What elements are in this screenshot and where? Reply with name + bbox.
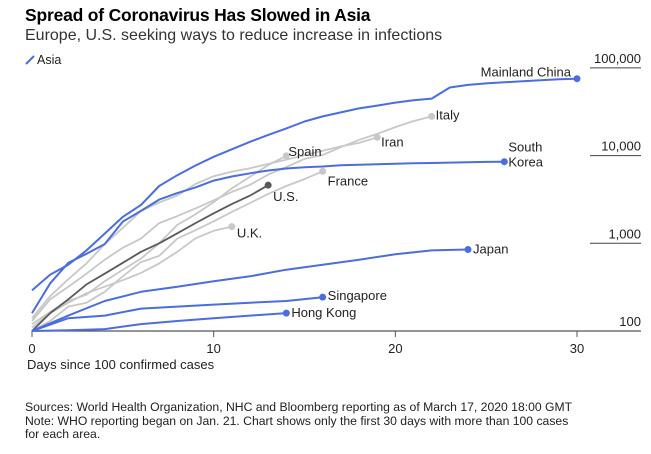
series-label-japan: Japan <box>473 241 508 256</box>
y-tick-label-10000: 10,000 <box>601 139 641 154</box>
note-text-line1: Note: WHO reporting began on Jan. 21. Ch… <box>25 413 569 428</box>
series-label-mainland-china: Mainland China <box>481 65 572 80</box>
series-label-italy: Italy <box>436 107 460 122</box>
series-endpoint-mainland-china <box>573 75 581 83</box>
series-endpoint-south-korea <box>500 158 508 166</box>
series-line-hong-kong <box>31 312 287 332</box>
legend: Asia <box>25 53 61 67</box>
series-endpoint-italy <box>428 112 436 120</box>
series-label-singapore: Singapore <box>328 288 387 303</box>
y-tick-label-100000: 100,000 <box>594 51 641 66</box>
chart-title: Spread of Coronavirus Has Slowed in Asia <box>25 5 371 25</box>
series-endpoint-france <box>319 167 327 175</box>
series-line-italy <box>31 115 432 322</box>
x-tick-label-10: 10 <box>206 341 220 356</box>
x-tick-label-30: 30 <box>570 341 584 356</box>
series-line-u-k <box>31 225 233 329</box>
x-tick-label-0: 0 <box>28 341 35 356</box>
series-endpoint-japan <box>464 245 472 253</box>
series-label-france: France <box>328 173 368 188</box>
source-text: Sources: World Health Organization, NHC … <box>25 400 573 414</box>
series-endpoint-u-k <box>228 223 236 231</box>
series-label-u-s: U.S. <box>273 189 298 204</box>
series-label-u-k: U.K. <box>237 226 262 241</box>
chart-plot: 100 1,000 10,000 100,000 0 10 20 30 Days since 1… <box>27 51 641 372</box>
series-line-iran <box>31 136 378 319</box>
series-label-spain: Spain <box>288 144 321 159</box>
legend-label-asia: Asia <box>37 53 62 67</box>
x-tick-label-20: 20 <box>388 341 402 356</box>
x-axis-label: Days since 100 confirmed cases <box>27 357 215 372</box>
chart-footnote: Sources: World Health Organization, NHC … <box>25 400 645 442</box>
series-line-mainland-china <box>31 77 578 292</box>
series-line-france <box>31 170 324 332</box>
series-line-singapore <box>31 296 323 332</box>
series-endpoint-iran <box>373 133 381 141</box>
note-text-line2: for each area. <box>25 427 101 441</box>
series-line-japan <box>31 248 469 332</box>
series-label-iran: Iran <box>381 134 403 149</box>
series-label-hong-kong: Hong Kong <box>291 305 356 320</box>
series-endpoint-spain <box>282 152 290 160</box>
y-tick-label-100: 100 <box>619 314 641 329</box>
series-line-u-s <box>31 184 269 332</box>
series-line-south-korea <box>31 160 505 314</box>
chart-subtitle: Europe, U.S. seeking ways to reduce incr… <box>25 27 443 44</box>
series-endpoint-singapore <box>319 293 327 301</box>
y-tick-label-1000: 1,000 <box>608 226 641 241</box>
series-endpoint-hong-kong <box>282 309 290 317</box>
asia-legend-swatch-icon <box>25 55 35 65</box>
series-endpoint-u-s <box>264 181 272 189</box>
series-label-south-korea: South Korea <box>508 140 543 170</box>
